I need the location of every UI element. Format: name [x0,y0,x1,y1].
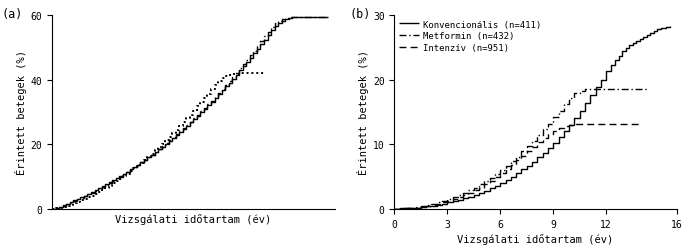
Legend: Konvencionális (n=411), Metformin (n=432), Intenzív (n=951): Konvencionális (n=411), Metformin (n=432… [399,21,542,53]
X-axis label: Vizsgálati időtartam (év): Vizsgálati időtartam (év) [115,213,272,224]
Text: (a): (a) [1,8,23,21]
Text: (b): (b) [349,8,370,21]
X-axis label: Vizsgálati időtartam (év): Vizsgálati időtartam (év) [457,233,614,244]
Y-axis label: Érintett betegek (%): Érintett betegek (%) [357,50,369,175]
Y-axis label: Érintett betegek (%): Érintett betegek (%) [15,50,26,175]
